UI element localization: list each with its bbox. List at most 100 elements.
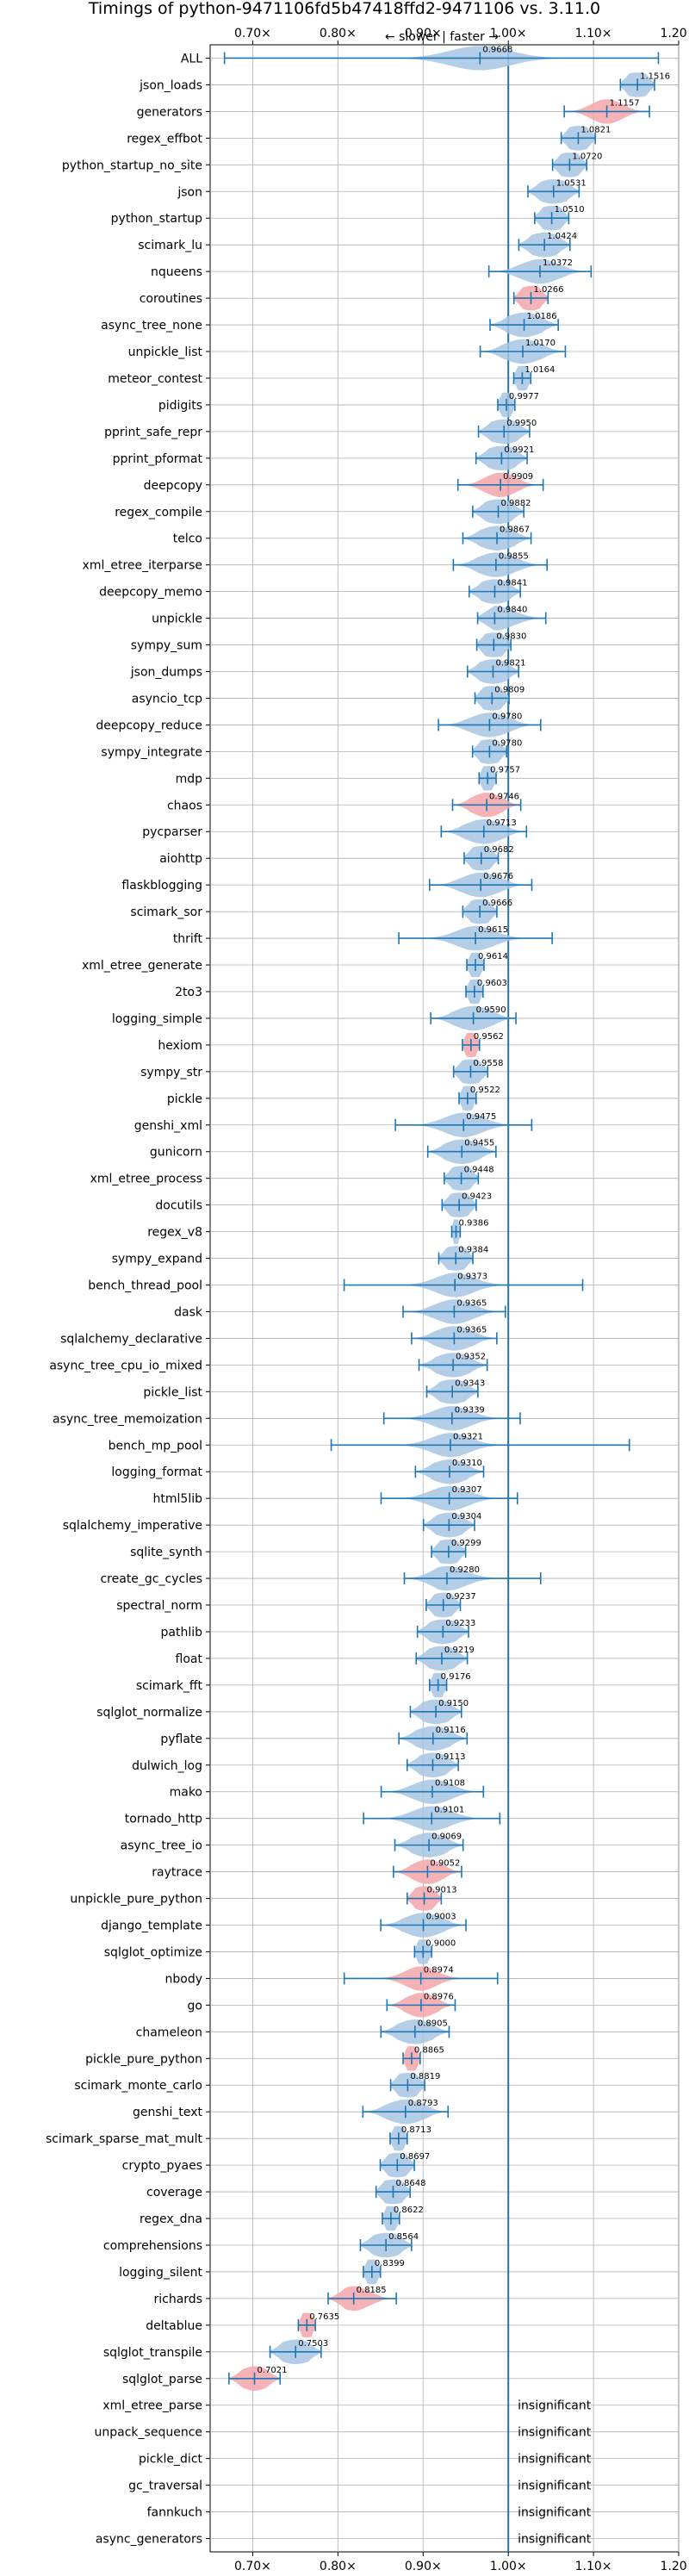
benchmark-label: crypto_pyaes	[122, 2159, 202, 2173]
benchmark-label: docutils	[155, 1199, 202, 1213]
benchmark-label: sqlalchemy_imperative	[63, 1519, 202, 1533]
benchmark-label: json	[177, 185, 202, 199]
benchmark-label: hexiom	[158, 1039, 202, 1053]
benchmark-label: spectral_norm	[116, 1599, 202, 1613]
value-label: 0.8819	[410, 2072, 440, 2081]
value-label: 0.9821	[495, 659, 525, 669]
benchmark-label: flaskblogging	[121, 879, 202, 893]
benchmark-label: pickle_pure_python	[85, 2052, 202, 2066]
value-label: 0.9666	[482, 899, 512, 908]
value-label: 0.9882	[501, 499, 531, 508]
benchmark-label: xml_etree_parse	[102, 2399, 202, 2413]
benchmark-label: mako	[170, 1786, 202, 1800]
value-label: 0.8793	[408, 2099, 438, 2108]
value-label: 0.9108	[435, 1779, 465, 1789]
benchmark-label: meteor_contest	[108, 372, 202, 386]
x-tick-label-bottom: 1.10×	[575, 2560, 612, 2573]
benchmark-label: django_template	[101, 1920, 202, 1933]
insignificant-label: insignificant	[518, 2453, 592, 2467]
benchmark-label: pprint_safe_repr	[104, 426, 202, 439]
value-label: 1.0186	[527, 312, 557, 321]
value-label: 0.9909	[503, 472, 533, 482]
benchmark-label: pprint_pformat	[113, 452, 203, 466]
value-label: 1.0372	[543, 258, 573, 268]
benchmark-label: scimark_lu	[138, 239, 202, 252]
x-tick-label-top: 0.70×	[234, 27, 271, 40]
insignificant-label: insignificant	[518, 2426, 592, 2440]
benchmark-label: async_tree_none	[101, 319, 202, 333]
benchmark-label: xml_etree_generate	[82, 959, 202, 973]
value-label: 0.7635	[309, 2312, 339, 2322]
value-label: 0.8622	[394, 2206, 424, 2215]
benchmark-label: create_gc_cycles	[100, 1572, 202, 1586]
value-label: 0.9299	[451, 1539, 481, 1548]
insignificant-label: insignificant	[518, 2480, 592, 2493]
benchmark-label: logging_silent	[119, 2266, 202, 2280]
value-label: 1.0170	[525, 339, 556, 348]
value-label: 0.9977	[509, 392, 539, 401]
benchmark-label: sqlalchemy_declarative	[60, 1332, 202, 1346]
value-label: 1.1516	[640, 72, 670, 81]
value-label: 1.0821	[580, 125, 611, 134]
benchmark-label: asyncio_tcp	[132, 692, 202, 706]
plot-frame	[209, 44, 680, 2553]
benchmark-label: float	[176, 1652, 203, 1666]
benchmark-label: deepcopy_memo	[99, 586, 202, 600]
benchmark-label: pycparser	[142, 825, 202, 839]
value-label: 1.1157	[610, 98, 640, 108]
benchmark-label: unpickle	[152, 613, 202, 626]
benchmark-label: scimark_sor	[130, 905, 202, 919]
value-label: 0.9069	[431, 1832, 462, 1842]
value-label: 0.9113	[435, 1752, 465, 1762]
benchmark-label: sympy_expand	[112, 1253, 202, 1266]
x-tick-label-bottom: 0.80×	[320, 2560, 357, 2573]
benchmark-label: sqlglot_transpile	[103, 2346, 202, 2360]
benchmark-label: thrift	[173, 932, 203, 946]
value-label: 0.9682	[484, 845, 514, 855]
value-label: 0.9101	[434, 1806, 464, 1815]
benchmark-label: json_dumps	[130, 666, 202, 680]
value-label: 0.9455	[464, 1139, 494, 1148]
value-label: 0.9373	[457, 1272, 487, 1282]
benchmark-label: gunicorn	[150, 1146, 202, 1160]
value-label: 0.9448	[464, 1166, 494, 1175]
benchmark-label: logging_simple	[112, 1012, 202, 1026]
x-tick-label-bottom: 0.70×	[234, 2560, 271, 2573]
benchmark-label: aiohttp	[159, 852, 202, 866]
value-label: 0.7021	[258, 2366, 288, 2375]
value-label: 0.8648	[395, 2179, 425, 2188]
x-tick-label-bottom: 1.00×	[490, 2560, 527, 2573]
value-label: 0.9384	[458, 1246, 488, 1255]
value-label: 0.9713	[487, 818, 517, 828]
benchmark-label: pidigits	[158, 399, 202, 413]
benchmark-label: deepcopy_reduce	[96, 719, 202, 732]
value-label: 0.9304	[451, 1512, 481, 1521]
benchmark-label: scimark_sparse_mat_mult	[46, 2132, 202, 2146]
value-label: 1.0164	[525, 365, 555, 375]
benchmark-label: regex_dna	[140, 2212, 202, 2226]
value-label: 0.9562	[474, 1032, 504, 1042]
benchmark-label: sqlglot_parse	[122, 2373, 202, 2386]
benchmark-label: go	[188, 1999, 202, 2013]
benchmark-label: sympy_integrate	[101, 745, 202, 759]
value-label: 0.9116	[436, 1726, 466, 1735]
value-label: 0.9757	[490, 765, 520, 775]
value-label: 0.9615	[478, 925, 508, 935]
benchmark-label: xml_etree_iterparse	[83, 559, 202, 573]
value-label: 0.9603	[477, 979, 507, 988]
benchmark-label: sqlite_synth	[130, 1546, 202, 1559]
benchmark-label: dulwich_log	[132, 1759, 202, 1773]
value-label: 0.9219	[444, 1646, 475, 1655]
x-tick-label-bottom: 0.90×	[405, 2560, 442, 2573]
benchmark-label: async_tree_io	[121, 1839, 202, 1853]
value-label: 0.9522	[470, 1086, 500, 1095]
benchmark-label: pickle_dict	[139, 2453, 203, 2467]
benchmark-label: genshi_xml	[134, 1119, 202, 1133]
value-label: 0.9150	[438, 1699, 469, 1708]
benchmark-label: sympy_str	[140, 1066, 202, 1080]
value-label: 0.9176	[441, 1672, 471, 1682]
value-label: 0.8185	[357, 2286, 387, 2295]
benchmark-label: pathlib	[161, 1626, 203, 1640]
benchmark-label: coroutines	[140, 292, 202, 306]
